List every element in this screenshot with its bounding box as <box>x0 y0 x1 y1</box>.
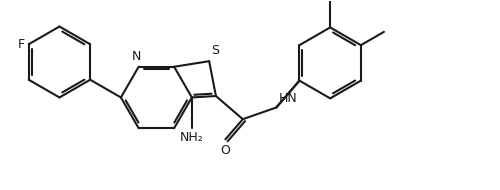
Text: F: F <box>18 38 25 51</box>
Text: N: N <box>132 50 141 63</box>
Text: S: S <box>211 44 219 57</box>
Text: HN: HN <box>279 92 297 105</box>
Text: O: O <box>220 144 230 157</box>
Text: NH₂: NH₂ <box>180 131 204 144</box>
